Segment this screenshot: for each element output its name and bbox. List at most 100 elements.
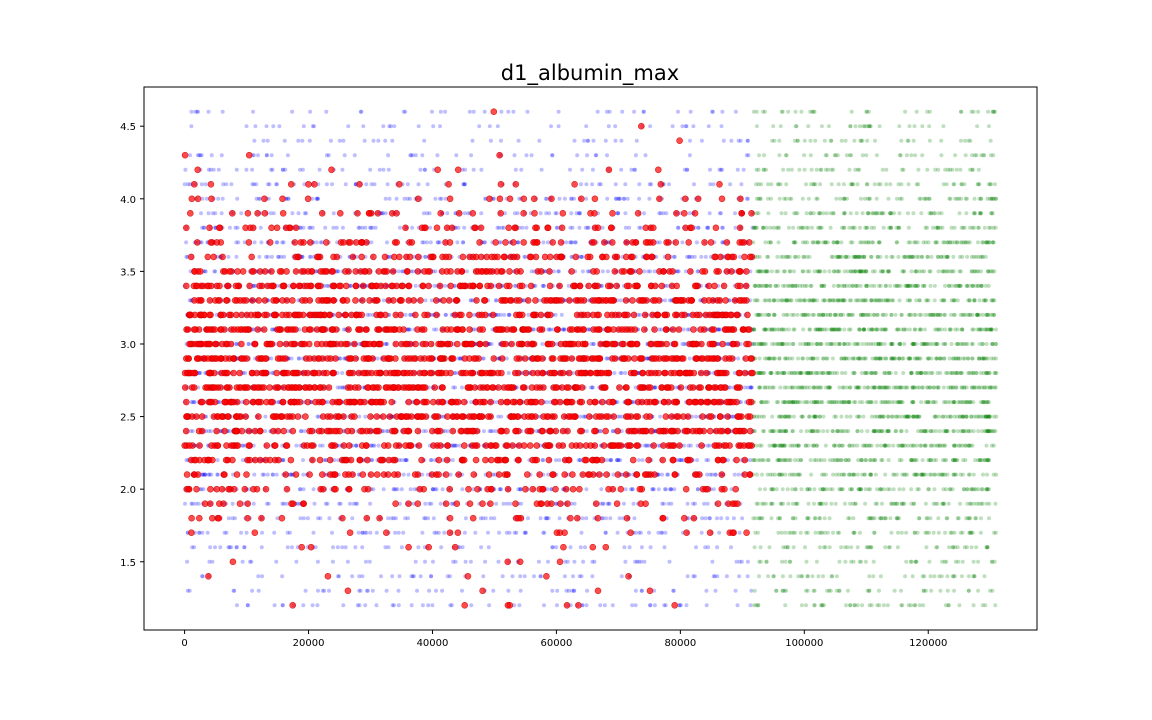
scatter-point-red [376, 514, 383, 522]
scatter-point-red [690, 514, 698, 522]
scatter-point-blue [702, 501, 707, 506]
scatter-point-red [229, 355, 237, 362]
scatter-point-blue [423, 501, 428, 506]
scatter-point-green [803, 545, 807, 550]
scatter-point-blue [630, 487, 635, 492]
scatter-point-blue [734, 559, 739, 564]
scatter-point-blue [448, 603, 453, 608]
scatter-point-blue [564, 588, 569, 593]
scatter-point-blue [648, 603, 653, 608]
scatter-point-blue [406, 516, 410, 521]
scatter-point-green [980, 603, 985, 608]
scatter-point-green [799, 429, 803, 434]
scatter-point-red [563, 601, 571, 609]
scatter-point-red [741, 456, 749, 464]
scatter-point-green [795, 501, 800, 506]
scatter-point-green [824, 487, 829, 492]
scatter-point-green [976, 501, 981, 506]
scatter-point-red [233, 413, 240, 420]
scatter-point-green [802, 400, 806, 405]
scatter-point-green [867, 545, 872, 550]
scatter-point-red [279, 398, 287, 406]
scatter-point-green [883, 516, 888, 521]
scatter-point-green [818, 516, 822, 521]
scatter-point-red [629, 456, 637, 464]
scatter-point-red [485, 471, 493, 478]
scatter-point-blue [197, 530, 202, 535]
scatter-point-red [289, 601, 297, 609]
scatter-point-red [269, 413, 277, 420]
scatter-point-green [935, 545, 940, 550]
scatter-point-red [309, 442, 317, 449]
scatter-point-blue [305, 516, 310, 521]
scatter-point-green [912, 530, 917, 535]
scatter-point-blue [230, 516, 235, 521]
scatter-point-red [533, 500, 541, 508]
scatter-point-green [846, 429, 851, 434]
scatter-point-green [856, 458, 861, 463]
scatter-point-red [393, 413, 401, 420]
scatter-point-green [756, 603, 761, 608]
scatter-point-red [434, 427, 442, 435]
scatter-point-green [899, 530, 904, 535]
scatter-point-blue [506, 588, 511, 593]
scatter-point-green [977, 414, 982, 419]
scatter-point-green [793, 516, 798, 521]
scatter-point-green [895, 414, 900, 419]
scatter-point-green [895, 516, 900, 521]
scatter-point-blue [608, 458, 613, 463]
scatter-point-green [762, 414, 767, 419]
scatter-point-green [753, 516, 758, 521]
scatter-point-red [303, 442, 311, 449]
scatter-point-green [989, 443, 994, 448]
scatter-point-green [755, 472, 759, 477]
scatter-point-green [987, 501, 992, 506]
scatter-point-green [938, 588, 943, 593]
scatter-point-green [868, 487, 873, 492]
scatter-point-red [217, 355, 225, 362]
scatter-point-blue [358, 588, 363, 593]
scatter-point-red [583, 355, 590, 362]
scatter-point-green [786, 501, 791, 506]
scatter-point-green [757, 371, 762, 375]
scatter-point-blue [612, 371, 617, 375]
scatter-point-green [805, 530, 810, 535]
scatter-point-blue [522, 530, 527, 535]
scatter-point-blue [340, 371, 345, 375]
scatter-point-red [513, 355, 521, 362]
scatter-point-green [966, 516, 971, 521]
scatter-point-blue [362, 530, 367, 535]
scatter-point-blue [749, 588, 754, 593]
scatter-point-blue [694, 414, 699, 419]
scatter-point-red [428, 355, 435, 362]
scatter-point-blue [542, 603, 546, 608]
scatter-point-blue [584, 429, 589, 434]
scatter-point-green [859, 356, 863, 361]
scatter-point-blue [440, 588, 445, 593]
scatter-point-blue [478, 516, 483, 521]
scatter-point-green [899, 603, 904, 608]
scatter-point-green [798, 342, 803, 346]
scatter-point-green [917, 516, 922, 521]
scatter-point-blue [263, 429, 268, 434]
scatter-point-blue [739, 559, 744, 564]
scatter-point-green [837, 530, 842, 535]
scatter-point-blue [663, 530, 668, 535]
scatter-point-red [662, 355, 669, 362]
scatter-point-red [625, 572, 632, 580]
scatter-point-green [867, 443, 872, 448]
scatter-point-green [824, 501, 828, 506]
scatter-point-green [851, 501, 856, 506]
scatter-point-green [922, 588, 926, 593]
scatter-point-green [971, 559, 976, 564]
scatter-point-red [594, 514, 602, 522]
scatter-point-green [852, 400, 856, 405]
scatter-point-blue [617, 516, 622, 521]
scatter-point-green [821, 603, 826, 608]
scatter-point-blue [429, 574, 433, 579]
scatter-point-green [965, 501, 970, 506]
scatter-point-green [769, 371, 774, 375]
scatter-point-blue [350, 516, 355, 521]
scatter-point-blue [266, 501, 271, 506]
scatter-point-green [962, 356, 967, 361]
